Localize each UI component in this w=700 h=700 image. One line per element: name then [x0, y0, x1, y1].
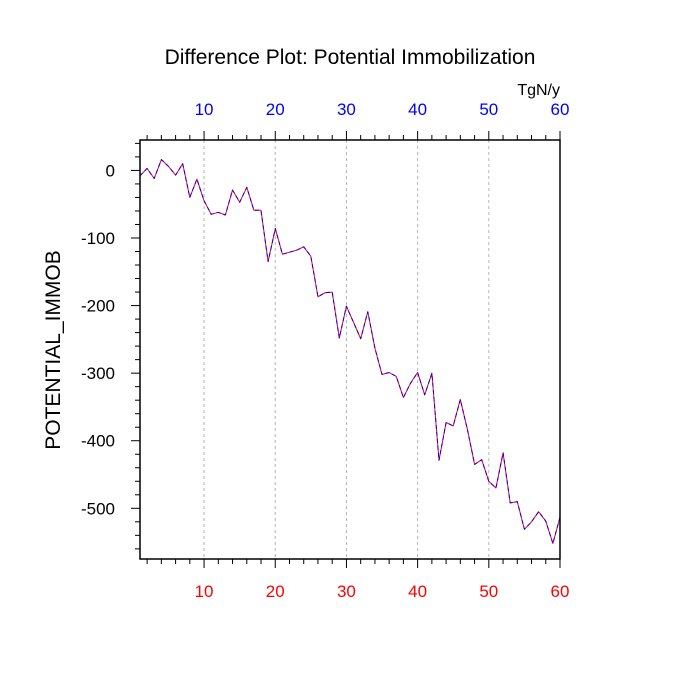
x-tick-label-top: 10 [195, 100, 214, 119]
x-tick-label-top: 40 [408, 100, 427, 119]
y-tick-label: -400 [81, 432, 115, 451]
chart-title: Difference Plot: Potential Immobilizatio… [165, 46, 536, 69]
units-label: TgN/y [517, 82, 560, 99]
plot-frame [139, 139, 561, 560]
x-tick-label-top: 20 [266, 100, 285, 119]
axis-ticks [131, 131, 561, 568]
x-tick-label-top: 60 [551, 100, 570, 119]
x-tick-label-bottom: 10 [195, 582, 214, 601]
x-tick-label-bottom: 30 [337, 582, 356, 601]
x-tick-label-bottom: 60 [551, 582, 570, 601]
y-tick-label: -100 [81, 229, 115, 248]
x-tick-label-bottom: 40 [408, 582, 427, 601]
x-tick-label-top: 50 [479, 100, 498, 119]
series-line-dashed [139, 159, 561, 544]
tick-labels: 10 10 20 20 30 30 40 40 50 50 60 60 0 -100 -200 -300 -40… [81, 100, 569, 601]
vertical-gridlines [203, 140, 490, 559]
y-tick-label: -200 [81, 297, 115, 316]
y-tick-label: -300 [81, 364, 115, 383]
series-line-base [139, 159, 561, 544]
x-tick-label-bottom: 50 [479, 582, 498, 601]
x-tick-label-top: 30 [337, 100, 356, 119]
y-tick-label: 0 [106, 161, 115, 180]
y-tick-label: -500 [81, 499, 115, 518]
x-tick-label-bottom: 20 [266, 582, 285, 601]
data-series [139, 159, 561, 544]
y-axis-label: POTENTIAL_IMMOB [42, 250, 65, 450]
